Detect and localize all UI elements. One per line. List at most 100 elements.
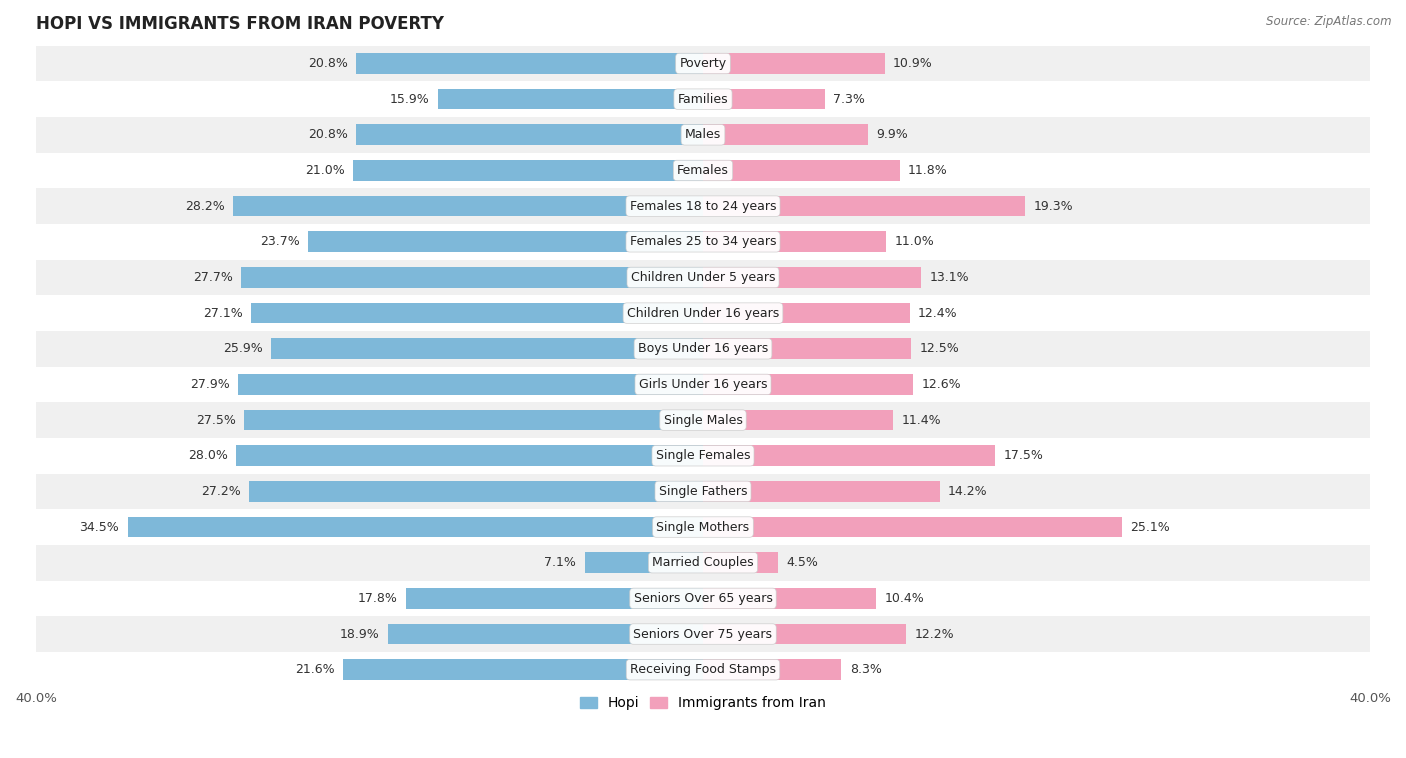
Text: 13.1%: 13.1% [929, 271, 969, 284]
Bar [271, 338, 703, 359]
Text: Source: ZipAtlas.com: Source: ZipAtlas.com [1267, 15, 1392, 28]
Bar [37, 474, 1369, 509]
Bar [703, 481, 939, 502]
Bar [37, 616, 1369, 652]
Bar [37, 367, 1369, 402]
Text: 12.2%: 12.2% [915, 628, 955, 641]
Bar [37, 438, 1369, 474]
Text: Boys Under 16 years: Boys Under 16 years [638, 343, 768, 356]
Bar [37, 402, 1369, 438]
Text: 19.3%: 19.3% [1033, 199, 1073, 213]
Bar [37, 81, 1369, 117]
Bar [703, 517, 1122, 537]
Text: 27.7%: 27.7% [193, 271, 233, 284]
Text: Females 25 to 34 years: Females 25 to 34 years [630, 235, 776, 249]
Text: 25.1%: 25.1% [1130, 521, 1170, 534]
Text: 12.5%: 12.5% [920, 343, 959, 356]
Text: 18.9%: 18.9% [340, 628, 380, 641]
Text: HOPI VS IMMIGRANTS FROM IRAN POVERTY: HOPI VS IMMIGRANTS FROM IRAN POVERTY [37, 15, 444, 33]
Bar [703, 588, 876, 609]
Bar [703, 53, 884, 74]
Bar [406, 588, 703, 609]
Text: 14.2%: 14.2% [948, 485, 988, 498]
Bar [245, 410, 703, 431]
Text: Single Mothers: Single Mothers [657, 521, 749, 534]
Text: 9.9%: 9.9% [876, 128, 908, 141]
Bar [437, 89, 703, 109]
Text: Females 18 to 24 years: Females 18 to 24 years [630, 199, 776, 213]
Bar [343, 659, 703, 680]
Bar [703, 446, 995, 466]
Bar [356, 124, 703, 145]
Text: 23.7%: 23.7% [260, 235, 299, 249]
Bar [37, 152, 1369, 188]
Bar [37, 117, 1369, 152]
Text: Seniors Over 65 years: Seniors Over 65 years [634, 592, 772, 605]
Text: 4.5%: 4.5% [786, 556, 818, 569]
Bar [703, 553, 778, 573]
Bar [37, 331, 1369, 367]
Bar [585, 553, 703, 573]
Bar [703, 302, 910, 324]
Bar [37, 45, 1369, 81]
Text: Children Under 5 years: Children Under 5 years [631, 271, 775, 284]
Text: 12.6%: 12.6% [921, 378, 962, 391]
Text: Single Males: Single Males [664, 414, 742, 427]
Bar [252, 302, 703, 324]
Text: Seniors Over 75 years: Seniors Over 75 years [634, 628, 772, 641]
Bar [703, 374, 912, 395]
Text: 28.2%: 28.2% [184, 199, 225, 213]
Bar [249, 481, 703, 502]
Bar [703, 338, 911, 359]
Bar [37, 509, 1369, 545]
Bar [37, 296, 1369, 331]
Text: Girls Under 16 years: Girls Under 16 years [638, 378, 768, 391]
Text: 8.3%: 8.3% [849, 663, 882, 676]
Text: Children Under 16 years: Children Under 16 years [627, 306, 779, 320]
Bar [37, 224, 1369, 260]
Bar [236, 446, 703, 466]
Text: Poverty: Poverty [679, 57, 727, 70]
Bar [703, 624, 907, 644]
Text: Females: Females [678, 164, 728, 177]
Text: 17.8%: 17.8% [359, 592, 398, 605]
Bar [37, 545, 1369, 581]
Bar [240, 267, 703, 288]
Bar [37, 581, 1369, 616]
Bar [703, 124, 868, 145]
Text: 15.9%: 15.9% [389, 92, 429, 105]
Bar [308, 231, 703, 252]
Text: Single Females: Single Females [655, 449, 751, 462]
Text: 11.8%: 11.8% [908, 164, 948, 177]
Bar [233, 196, 703, 217]
Text: 11.4%: 11.4% [901, 414, 941, 427]
Text: 25.9%: 25.9% [224, 343, 263, 356]
Legend: Hopi, Immigrants from Iran: Hopi, Immigrants from Iran [575, 691, 831, 716]
Text: 27.5%: 27.5% [197, 414, 236, 427]
Text: 34.5%: 34.5% [80, 521, 120, 534]
Text: 21.0%: 21.0% [305, 164, 344, 177]
Bar [388, 624, 703, 644]
Text: 10.4%: 10.4% [884, 592, 925, 605]
Text: Single Fathers: Single Fathers [659, 485, 747, 498]
Text: 7.1%: 7.1% [544, 556, 576, 569]
Bar [703, 231, 886, 252]
Bar [37, 188, 1369, 224]
Text: 7.3%: 7.3% [834, 92, 865, 105]
Bar [37, 260, 1369, 296]
Bar [238, 374, 703, 395]
Text: 27.1%: 27.1% [202, 306, 243, 320]
Text: Married Couples: Married Couples [652, 556, 754, 569]
Text: 10.9%: 10.9% [893, 57, 932, 70]
Bar [353, 160, 703, 181]
Bar [37, 652, 1369, 688]
Text: 27.9%: 27.9% [190, 378, 229, 391]
Bar [703, 160, 900, 181]
Bar [356, 53, 703, 74]
Text: 20.8%: 20.8% [308, 128, 347, 141]
Text: 28.0%: 28.0% [188, 449, 228, 462]
Text: 27.2%: 27.2% [201, 485, 240, 498]
Bar [703, 410, 893, 431]
Text: 12.4%: 12.4% [918, 306, 957, 320]
Text: Males: Males [685, 128, 721, 141]
